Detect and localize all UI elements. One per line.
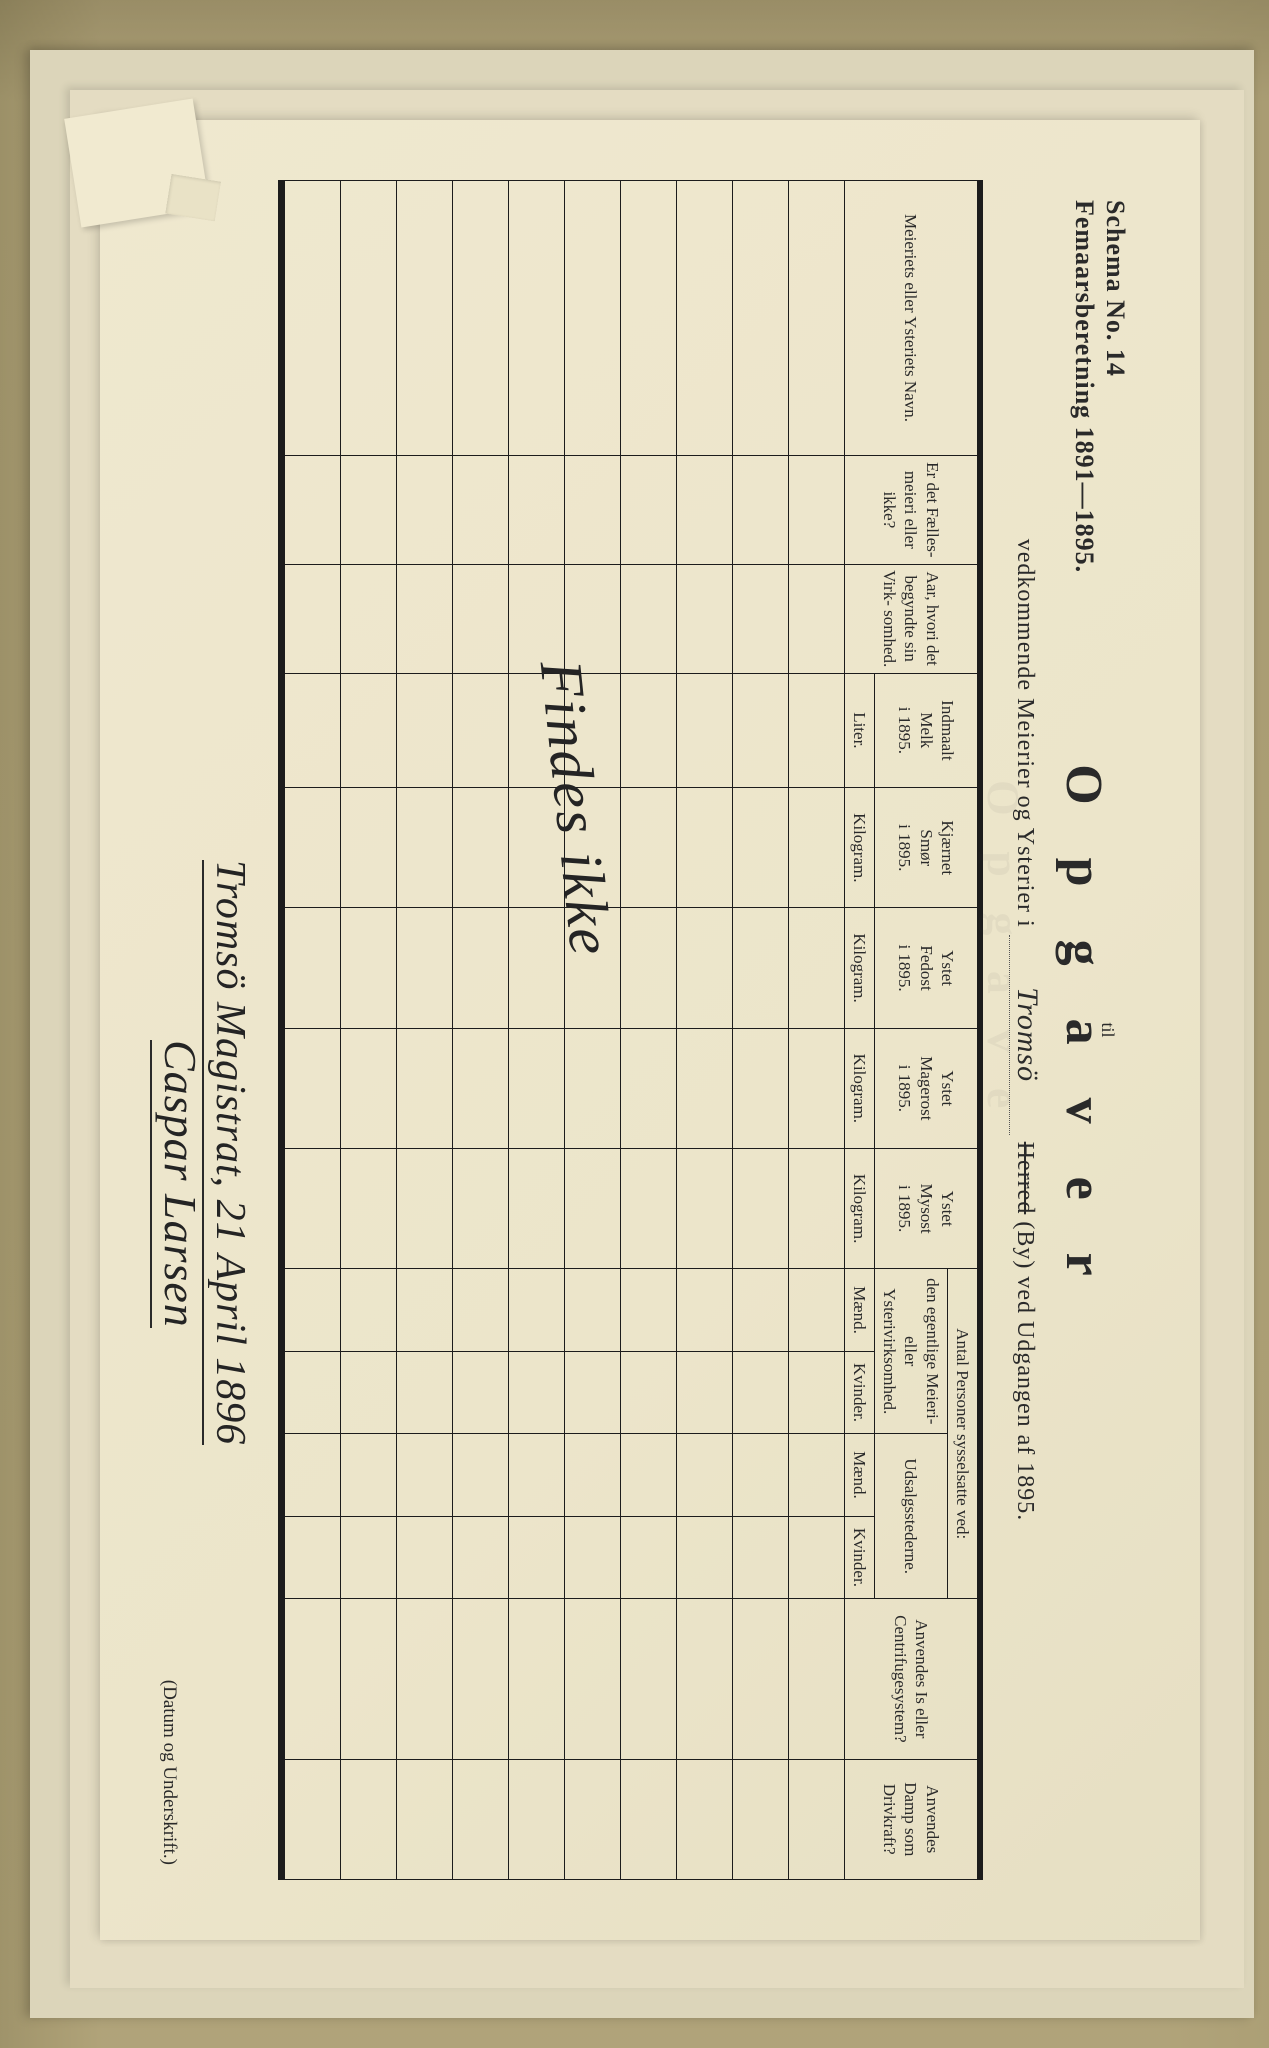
table-row: [396, 181, 452, 1880]
col-faelles: Er det Fælles- meieri eller ikke?: [844, 455, 977, 564]
table-row: [620, 181, 676, 1880]
col-smor: KjærnetSmøri 1895.: [875, 788, 978, 908]
table-row: [452, 181, 508, 1880]
table-row: [788, 181, 844, 1880]
col-fedost: YstetFedosti 1895.: [875, 908, 978, 1028]
form-subtitle: vedkommende Meierier og Ysterier i Troms…: [1009, 200, 1044, 1860]
col-name: Meieriets eller Ysteriets Navn.: [844, 181, 977, 456]
form-content: O p g a v e Schema No. 14 til Femaarsber…: [130, 140, 1170, 1920]
col-mysost: YstetMysosti 1895.: [875, 1148, 978, 1268]
col-kvinder-b: Kvinder.: [844, 1516, 874, 1599]
col-aar: Aar, hvori det begyndte sin Virk- somhed…: [844, 564, 977, 673]
herred-struck: Herred: [1012, 1142, 1038, 1215]
col-smor-unit: Kilogram.: [844, 788, 874, 908]
table-row: [340, 181, 396, 1880]
table-row: [564, 181, 620, 1880]
col-melk-unit: Liter.: [844, 673, 874, 788]
by-label: (By): [1012, 1221, 1038, 1269]
table-row: [676, 181, 732, 1880]
subtitle-prefix: vedkommende Meierier og Ysterier i: [1012, 539, 1038, 928]
top-rule: [977, 180, 983, 1880]
col-group-udsalg: Udsalgsstederne.: [875, 1434, 948, 1599]
subtitle-suffix: ved Udgangen af 1895.: [1012, 1276, 1038, 1521]
col-group-meieri: den egentlige Meieri- eller Ysterivirkso…: [875, 1269, 948, 1434]
handwritten-signature: Caspar Larsen: [150, 1040, 207, 1328]
datum-underskrift-label: (Datum og Underskrift.): [158, 1680, 180, 1865]
document-page: O p g a v e Schema No. 14 til Femaarsber…: [100, 120, 1200, 1940]
table-row: [508, 181, 564, 1880]
col-kvinder-a: Kvinder.: [844, 1351, 874, 1433]
col-mys-unit: Kilogram.: [844, 1148, 874, 1268]
folded-corner: [64, 99, 210, 228]
table-row: [284, 181, 340, 1880]
col-is-centrifuge: Anvendes Is eller Centrifugesystem?: [844, 1599, 977, 1759]
location-field: Tromsö: [1009, 935, 1044, 1135]
col-magerost: YstetMagerosti 1895.: [875, 1028, 978, 1148]
col-group-personer: Antal Personer sysselsatte ved:: [947, 1269, 977, 1599]
col-mag-unit: Kilogram.: [844, 1028, 874, 1148]
col-fed-unit: Kilogram.: [844, 908, 874, 1028]
col-damp: Anvendes Damp som Drivkraft?: [844, 1759, 977, 1879]
col-maend-b: Mænd.: [844, 1434, 874, 1516]
col-melk: IndmaaltMelki 1895.: [875, 673, 978, 788]
col-maend-a: Mænd.: [844, 1269, 874, 1351]
handwritten-place-date: Tromsö Magistrat, 21 April 1896: [202, 860, 254, 1445]
table-row: [732, 181, 788, 1880]
bottom-rule: [278, 180, 284, 1880]
form-header: Schema No. 14 til Femaarsberetning 1891—…: [999, 140, 1170, 1920]
survey-table: Meieriets eller Ysteriets Navn. Er det F…: [284, 180, 977, 1880]
table-body: [284, 181, 844, 1880]
